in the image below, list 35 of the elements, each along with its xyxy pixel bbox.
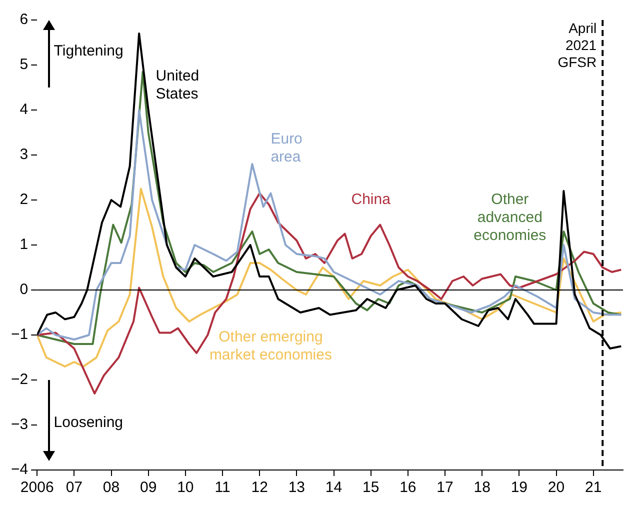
y-tick-label: 1 <box>20 236 28 254</box>
annotation: Loosening <box>54 414 124 431</box>
y-tick-label: 5 <box>20 56 28 74</box>
x-tick-label: 16 <box>400 479 416 496</box>
x-tick-label: 08 <box>102 479 120 496</box>
y-tick-label: −1 <box>10 326 28 344</box>
series-label: Euro area <box>270 130 302 166</box>
y-tick-label: −2 <box>10 371 28 388</box>
y-tick-label: 3 <box>20 146 28 164</box>
annotation: Tightening <box>54 42 124 60</box>
series-label: China <box>351 191 392 208</box>
y-tick-label: −4 <box>10 461 28 478</box>
y-tick-label: 0 <box>20 281 28 298</box>
y-tick-label: 6 <box>20 11 28 28</box>
series-label: Other emerging market economies <box>209 328 332 364</box>
x-tick-label: 14 <box>325 479 342 496</box>
x-tick-label: 19 <box>510 479 528 496</box>
x-tick-label: 20 <box>548 479 565 496</box>
x-tick-label: 09 <box>140 479 157 496</box>
x-tick-label: 13 <box>288 479 306 496</box>
series-label: United States <box>156 67 200 102</box>
y-tick-label: 4 <box>20 101 28 118</box>
x-tick-label: 15 <box>362 479 380 496</box>
x-tick-label: 18 <box>474 479 490 496</box>
x-tick-label: 07 <box>66 479 83 496</box>
ref-line-label: April 2021 GFSR <box>558 20 597 70</box>
y-tick-label: −3 <box>10 416 28 434</box>
y-tick-label: 2 <box>20 191 28 208</box>
x-tick-label: 10 <box>177 479 194 496</box>
x-tick-label: 21 <box>584 479 602 496</box>
x-tick-label: 11 <box>214 479 230 496</box>
series-label: Other advanced economies <box>474 191 546 244</box>
x-tick-label: 2006 <box>20 479 54 496</box>
x-tick-label: 12 <box>251 479 268 496</box>
x-tick-label: 17 <box>436 479 454 496</box>
